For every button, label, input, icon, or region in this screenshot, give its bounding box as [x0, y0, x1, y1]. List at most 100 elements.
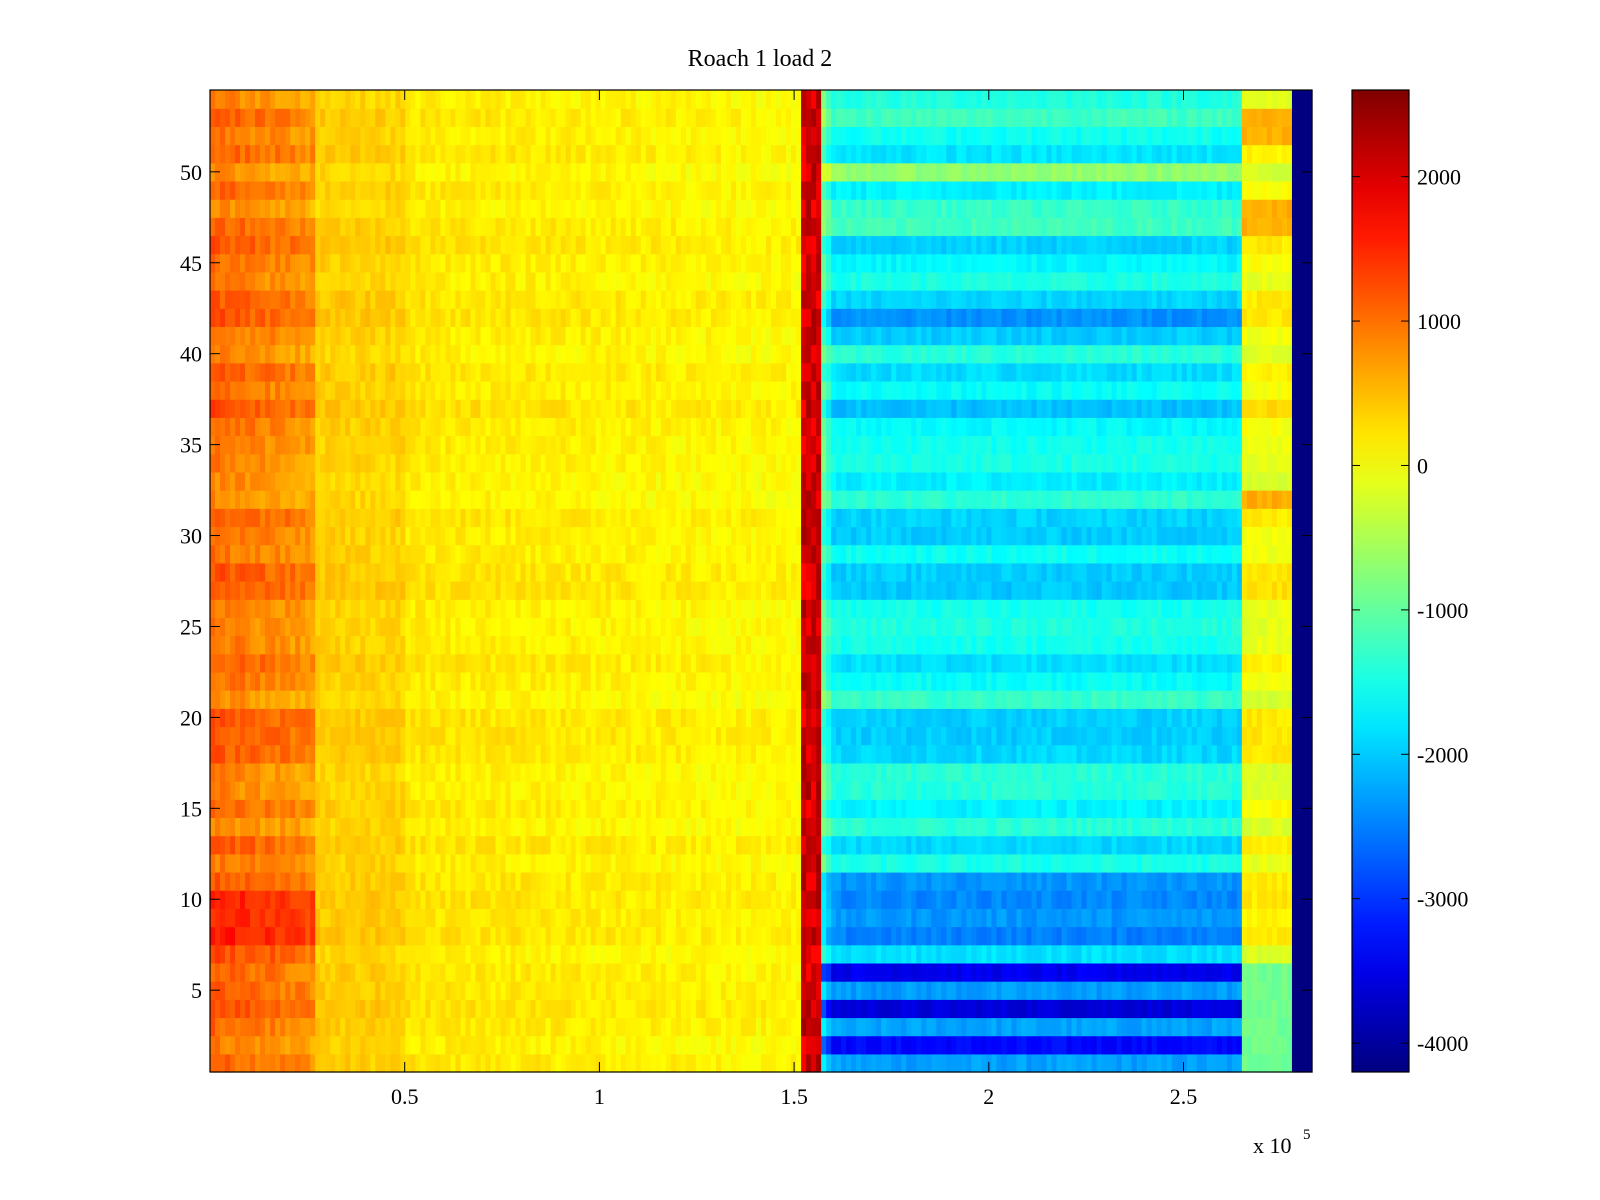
heatmap-cell: [320, 762, 326, 782]
heatmap-cell: [745, 653, 752, 673]
heatmap-cell: [1236, 1017, 1243, 1037]
heatmap-cell: [996, 799, 1003, 819]
heatmap-cell: [755, 981, 762, 1000]
heatmap-cell: [816, 871, 822, 891]
heatmap-cell: [285, 835, 291, 855]
heatmap-cell: [1261, 1053, 1268, 1073]
heatmap-cell: [210, 871, 216, 891]
heatmap-cell: [380, 690, 386, 709]
heatmap-cell: [1071, 871, 1078, 891]
heatmap-cell: [791, 890, 797, 909]
heatmap-cell: [836, 817, 842, 837]
heatmap-cell: [535, 653, 542, 673]
heatmap-cell: [735, 726, 742, 746]
heatmap-cell: [901, 871, 907, 891]
heatmap-cell: [1266, 1053, 1273, 1073]
heatmap-cell: [771, 981, 777, 1000]
heatmap-cell: [720, 817, 727, 837]
heatmap-cell: [740, 871, 747, 891]
heatmap-cell: [886, 926, 892, 946]
heatmap-cell: [210, 726, 216, 746]
heatmap-cell: [771, 653, 777, 673]
heatmap-cell: [856, 981, 862, 1000]
heatmap-cell: [355, 690, 361, 709]
heatmap-cell: [295, 908, 301, 928]
heatmap-cell: [1171, 1053, 1178, 1073]
heatmap-cell: [866, 1017, 872, 1037]
heatmap-cell: [585, 926, 592, 946]
heatmap-cell: [385, 762, 391, 782]
heatmap-cell: [1266, 817, 1273, 837]
heatmap-cell: [781, 1017, 787, 1037]
heatmap-cell: [475, 962, 482, 982]
heatmap-cell: [1011, 944, 1018, 964]
heatmap-cell: [796, 799, 802, 819]
heatmap-cell: [1081, 781, 1088, 800]
heatmap-cell: [956, 726, 962, 746]
heatmap-cell: [1261, 708, 1268, 728]
heatmap-cell: [515, 1017, 522, 1037]
heatmap-cell: [791, 962, 797, 982]
heatmap-cell: [956, 944, 962, 964]
heatmap-cell: [410, 962, 416, 982]
heatmap-cell: [1061, 981, 1068, 1000]
heatmap-cell: [655, 871, 662, 891]
heatmap-cell: [1216, 744, 1223, 764]
heatmap-cell: [470, 708, 477, 728]
heatmap-cell: [550, 1053, 557, 1073]
heatmap-cell: [575, 762, 582, 782]
heatmap-cell: [605, 708, 612, 728]
heatmap-cell: [841, 908, 847, 928]
heatmap-cell: [1066, 908, 1073, 928]
heatmap-cell: [365, 926, 371, 946]
heatmap-cell: [355, 799, 361, 819]
heatmap-cell: [530, 908, 537, 928]
heatmap-cell: [730, 853, 737, 873]
heatmap-cell: [771, 999, 777, 1019]
heatmap-cell: [1266, 890, 1273, 909]
heatmap-cell: [916, 690, 922, 709]
heatmap-cell: [981, 999, 988, 1019]
heatmap-cell: [1236, 799, 1243, 819]
heatmap-cell: [625, 762, 632, 782]
heatmap-cell: [485, 1053, 492, 1073]
heatmap-cell: [355, 708, 361, 728]
heatmap-cell: [215, 817, 221, 837]
heatmap-cell: [1156, 871, 1163, 891]
heatmap-cell: [1096, 853, 1103, 873]
heatmap-cell: [310, 999, 316, 1019]
heatmap-cell: [575, 835, 582, 855]
heatmap-cell: [305, 671, 311, 691]
heatmap-cell: [941, 799, 947, 819]
heatmap-cell: [425, 890, 431, 909]
heatmap-cell: [240, 944, 246, 964]
heatmap-cell: [275, 671, 281, 691]
heatmap-cell: [806, 817, 812, 837]
heatmap-cell: [390, 1035, 396, 1055]
heatmap-cell: [916, 708, 922, 728]
heatmap-cell: [695, 762, 702, 782]
heatmap-cell: [1066, 981, 1073, 1000]
heatmap-cell: [941, 835, 947, 855]
heatmap-cell: [831, 653, 837, 673]
heatmap-cell: [660, 781, 667, 800]
heatmap-cell: [1236, 671, 1243, 691]
heatmap-cell: [285, 926, 291, 946]
heatmap-cell: [786, 817, 792, 837]
heatmap-cell: [1196, 926, 1203, 946]
heatmap-cell: [650, 835, 657, 855]
heatmap-cell: [510, 944, 517, 964]
heatmap-cell: [1026, 1017, 1033, 1037]
heatmap-cell: [230, 799, 236, 819]
heatmap-cell: [886, 890, 892, 909]
heatmap-cell: [1116, 781, 1123, 800]
heatmap-cell: [705, 1035, 712, 1055]
heatmap-cell: [505, 908, 512, 928]
heatmap-cell: [450, 671, 457, 691]
heatmap-cell: [926, 1017, 932, 1037]
heatmap-cell: [826, 926, 832, 946]
heatmap-cell: [1156, 853, 1163, 873]
heatmap-cell: [921, 653, 927, 673]
heatmap-cell: [455, 726, 462, 746]
heatmap-cell: [395, 744, 401, 764]
